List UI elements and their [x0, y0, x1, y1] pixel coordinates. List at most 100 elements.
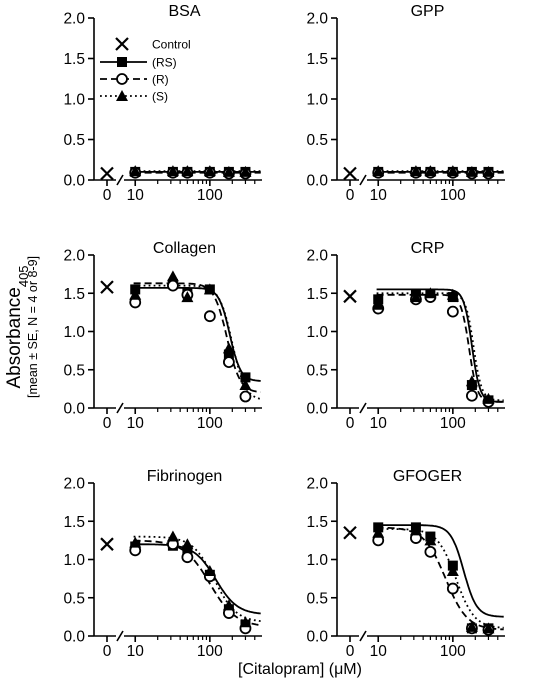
fit-curve: [133, 535, 261, 622]
data-point: [482, 165, 495, 177]
y-axis-title-subscript: 405: [16, 265, 31, 287]
y-tick-label: 0.0: [63, 629, 85, 646]
y-tick-label: 2.0: [63, 11, 85, 28]
x-tick-label: 10: [127, 643, 145, 660]
y-tick-label: 0.5: [306, 132, 328, 149]
legend-item: Control: [115, 37, 191, 52]
legend-item: (RS): [100, 56, 177, 70]
y-tick-label: 2.0: [63, 248, 85, 265]
chart-panel: Fibrinogen 0.0 0.5 1.0 1.5 2.0 0 10 100: [63, 468, 262, 660]
data-point: [181, 291, 194, 303]
data-point: [223, 349, 234, 360]
y-tick-label: 0.5: [63, 590, 85, 607]
y-tick-label: 1.5: [306, 51, 328, 68]
axis-break-mark: [116, 402, 124, 414]
data-point: [222, 356, 235, 369]
data-point: [167, 279, 179, 292]
y-tick-label: 2.0: [306, 248, 328, 265]
data-point: [239, 165, 252, 177]
data-point: [222, 342, 235, 354]
control-marker: [100, 537, 114, 551]
data-point: [166, 530, 179, 542]
y-tick-label: 0.5: [306, 362, 328, 379]
legend-label: Control: [152, 38, 191, 52]
data-point: [446, 288, 459, 300]
y-axis-title-main: Absorbance: [4, 287, 25, 388]
fit-curve: [376, 526, 504, 631]
x-tick-label: 10: [370, 643, 388, 660]
chart-panel: GFOGER 0.0 0.5 1.0 1.5 2.0 0 10 100: [306, 468, 505, 660]
x-tick-label: 100: [197, 187, 223, 204]
y-tick-label: 1.5: [63, 286, 85, 303]
control-marker: [343, 166, 357, 181]
chart-panel: CRP 0.0 0.5 1.0 1.5 2.0 0 10 100: [306, 240, 505, 432]
data-point: [465, 165, 478, 177]
y-tick-label: 1.5: [306, 514, 328, 531]
y-tick-label: 0.5: [306, 590, 328, 607]
fit-curve: [376, 524, 504, 618]
data-point: [203, 165, 216, 177]
chart-panel: GPP 0.0 0.5 1.0 1.5 2.0 0 10 100: [306, 3, 505, 204]
x-tick-label: 0: [103, 187, 112, 204]
data-point: [181, 551, 194, 564]
legend-marker: [116, 73, 128, 85]
data-point: [465, 375, 478, 387]
x-tick-label: 100: [197, 643, 223, 660]
fit-curve: [133, 539, 261, 626]
data-point: [409, 165, 422, 177]
control-marker: [343, 289, 357, 304]
fit-curve: [133, 284, 261, 400]
legend: Control (RS) (R) (S): [100, 37, 191, 104]
control-marker: [100, 280, 114, 294]
axis-break-mark: [116, 174, 124, 186]
x-axis-title: [Citalopram] (μM): [238, 661, 362, 678]
y-tick-label: 0.0: [306, 629, 328, 646]
data-point: [129, 536, 142, 548]
data-point: [166, 270, 179, 282]
fit-curve: [133, 543, 261, 615]
panel-title: GFOGER: [393, 468, 462, 485]
fit-curve: [376, 528, 504, 629]
data-point: [446, 582, 459, 595]
x-tick-label: 10: [127, 187, 145, 204]
fit-curve: [133, 287, 261, 382]
y-tick-label: 1.0: [63, 92, 85, 109]
panel-title: BSA: [168, 3, 200, 20]
data-point: [239, 390, 252, 403]
y-tick-label: 1.0: [63, 324, 85, 341]
y-tick-label: 0.0: [63, 173, 85, 190]
data-point: [222, 599, 235, 611]
axis-break-mark: [359, 630, 367, 642]
data-point: [409, 524, 422, 536]
chart-panel: BSA 0.0 0.5 1.0 1.5 2.0 0 10 100: [63, 3, 262, 204]
y-tick-label: 0.5: [63, 362, 85, 379]
data-point: [372, 165, 385, 177]
data-point: [240, 372, 251, 383]
data-point: [239, 616, 252, 628]
y-axis-note: [mean ± SE, N = 4 or 8-9]: [26, 256, 40, 398]
x-tick-label: 0: [346, 643, 355, 660]
data-point: [203, 310, 216, 323]
y-tick-label: 2.0: [306, 476, 328, 493]
data-point: [446, 305, 459, 318]
axis-break-mark: [359, 402, 367, 414]
legend-item: (R): [100, 73, 169, 87]
x-tick-label: 10: [370, 415, 388, 432]
data-point: [409, 291, 422, 303]
y-tick-label: 0.0: [306, 173, 328, 190]
data-point: [181, 165, 194, 177]
data-point: [424, 165, 437, 177]
data-point: [482, 392, 495, 404]
data-point: [181, 538, 194, 550]
y-tick-label: 2.0: [306, 11, 328, 28]
data-point: [465, 620, 478, 632]
y-tick-label: 0.5: [63, 132, 85, 149]
x-tick-label: 100: [197, 415, 223, 432]
data-point: [182, 545, 193, 556]
x-tick-label: 10: [370, 187, 388, 204]
fit-curve: [376, 292, 504, 402]
data-point: [372, 526, 385, 538]
legend-label: (S): [152, 90, 168, 104]
